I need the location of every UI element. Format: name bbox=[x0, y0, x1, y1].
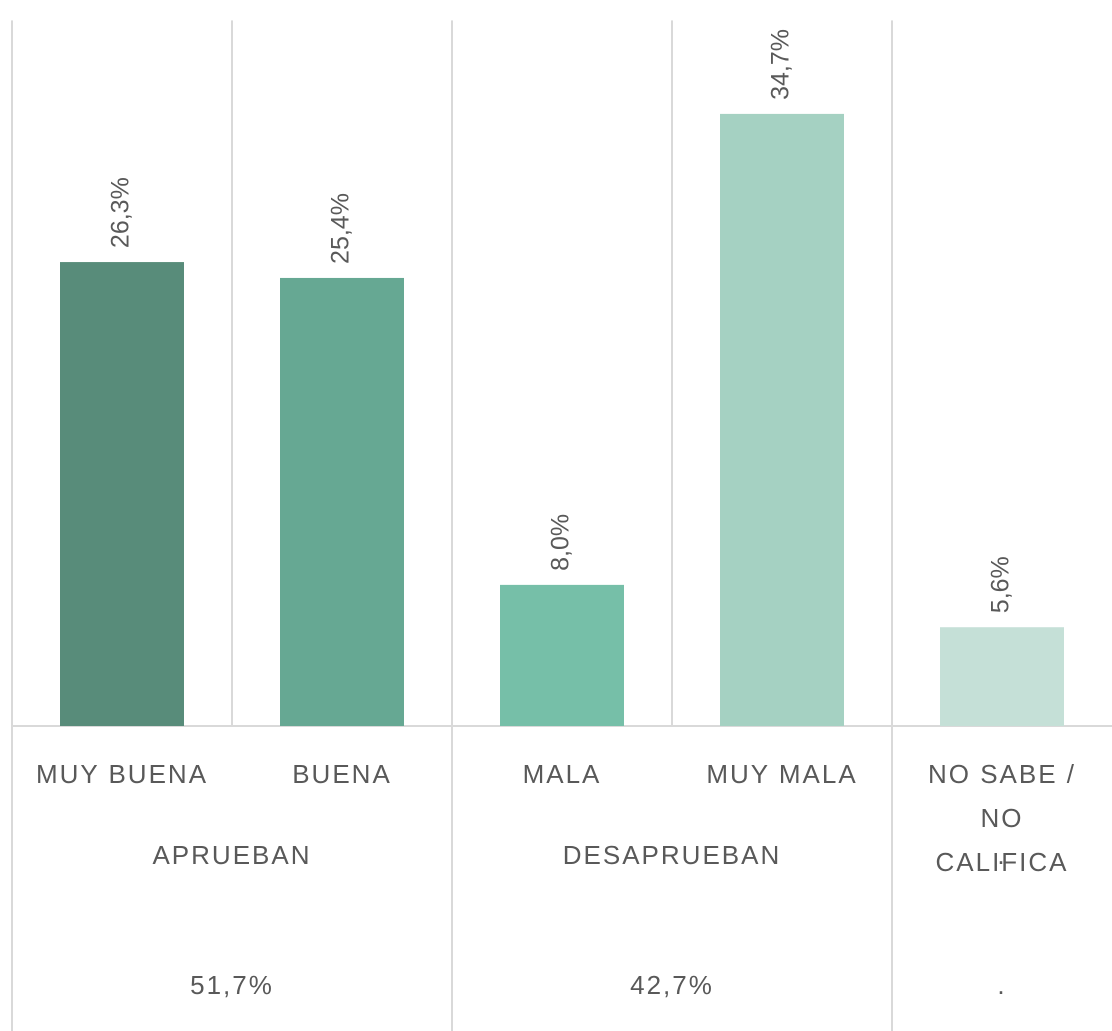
x-tick-label: MALA bbox=[523, 759, 602, 789]
bar bbox=[60, 262, 184, 726]
bar bbox=[500, 584, 624, 726]
x-tick-label: BUENA bbox=[292, 759, 392, 789]
x-tick-label: MUY MALA bbox=[706, 759, 857, 789]
group-total: 42,7% bbox=[630, 970, 714, 1000]
group-label: DESAPRUEBAN bbox=[563, 840, 782, 870]
data-label: 5,6% bbox=[987, 556, 1015, 613]
group-label: . bbox=[997, 840, 1006, 870]
data-label: 26,3% bbox=[107, 177, 135, 248]
group-total: 51,7% bbox=[190, 970, 274, 1000]
data-label: 34,7% bbox=[767, 29, 795, 100]
data-label: 8,0% bbox=[547, 514, 575, 571]
data-label: 25,4% bbox=[327, 193, 355, 264]
bar bbox=[280, 277, 404, 726]
group-label: APRUEBAN bbox=[152, 840, 311, 870]
x-tick-label: MUY BUENA bbox=[36, 759, 208, 789]
group-total: . bbox=[997, 970, 1006, 1000]
bar bbox=[720, 113, 844, 727]
bar bbox=[940, 627, 1064, 726]
x-tick-label: NO SABE / NO CALIFICA bbox=[928, 759, 1076, 877]
